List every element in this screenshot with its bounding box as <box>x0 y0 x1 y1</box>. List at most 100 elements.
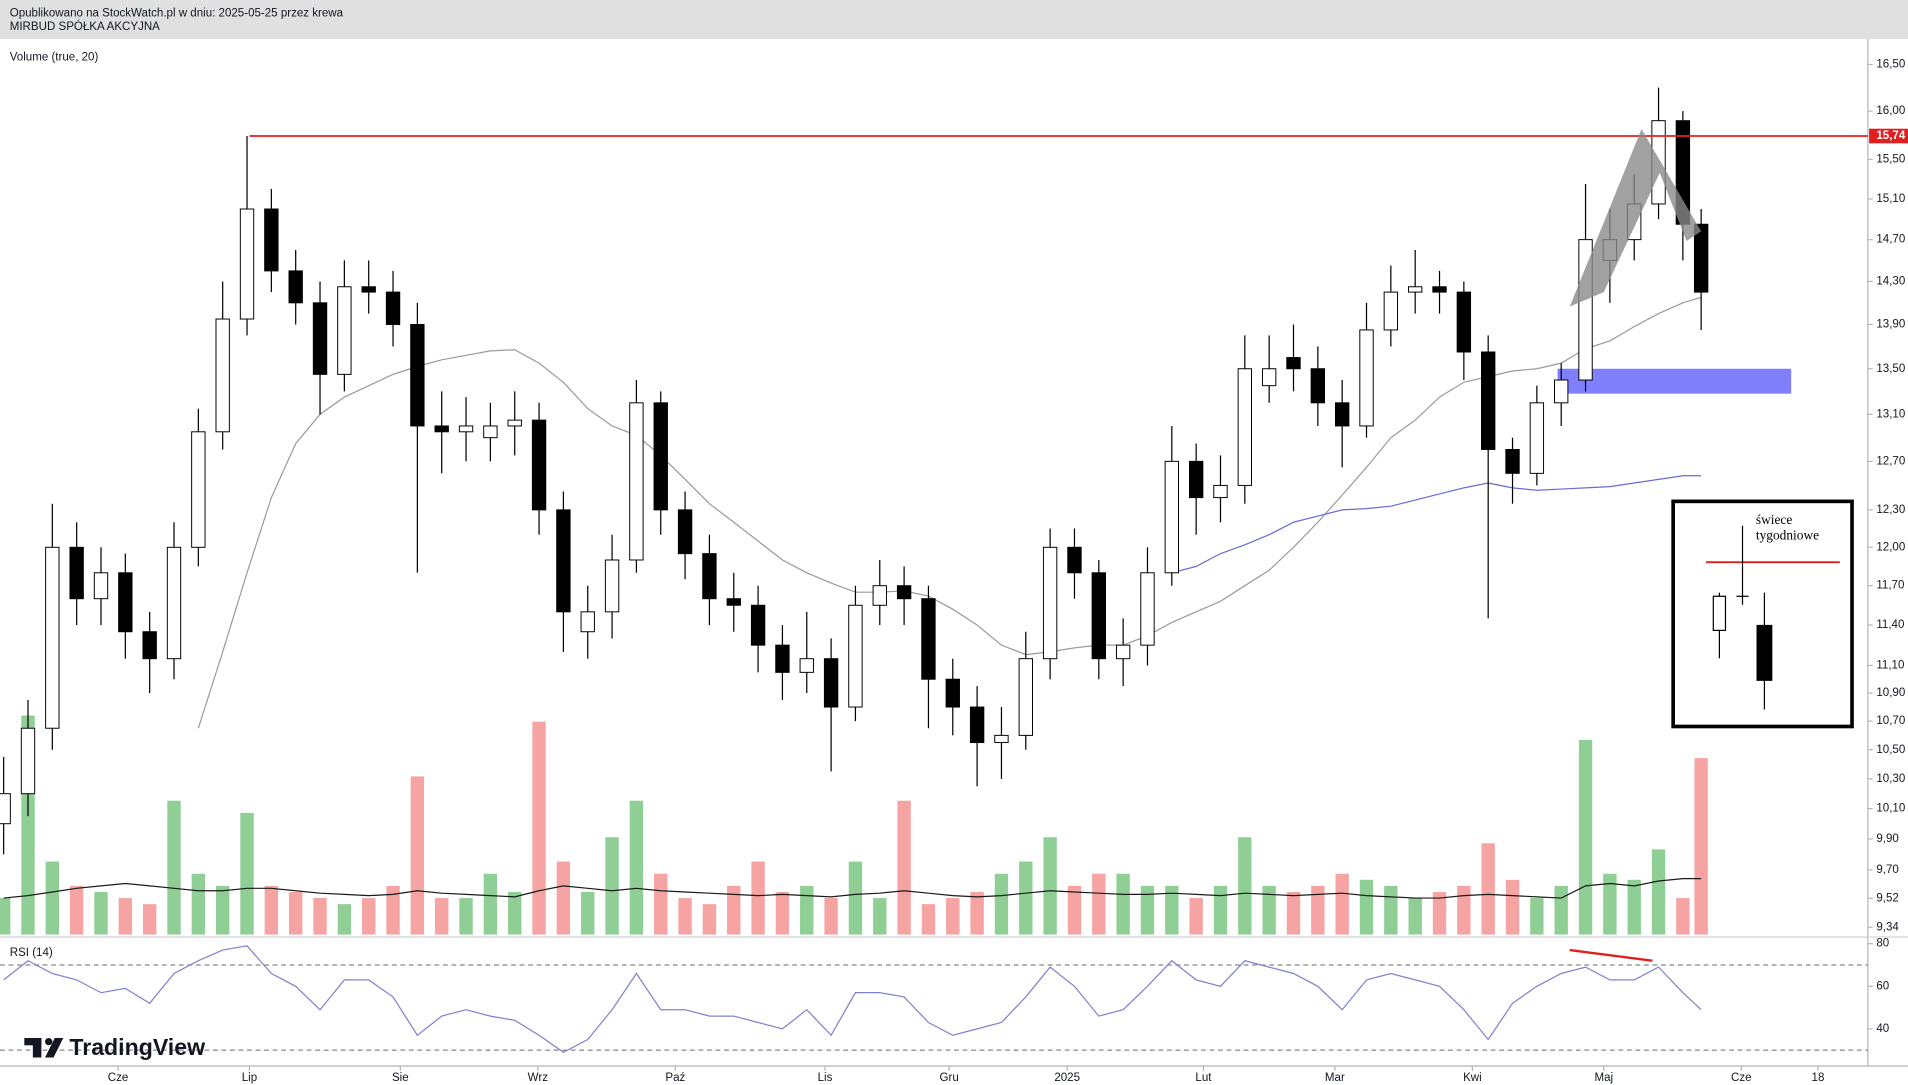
volume-bar <box>921 904 936 935</box>
volume-bar <box>1457 885 1471 935</box>
candle-body <box>1554 379 1569 404</box>
volume-bar <box>629 800 644 935</box>
y-tick-label: 12,30 <box>1876 504 1905 516</box>
inset-text: świece <box>1756 512 1792 527</box>
volume-bar <box>751 861 765 935</box>
candle-body <box>1456 291 1472 353</box>
candle-body <box>994 734 1009 744</box>
candle-body <box>1237 368 1253 486</box>
volume-bar <box>288 891 303 935</box>
x-tick-label: Cze <box>1731 1072 1752 1084</box>
candle-body <box>142 631 157 660</box>
candle-body <box>288 270 303 304</box>
x-tick-label: 18 <box>1812 1072 1825 1084</box>
x-tick-label: Lut <box>1195 1072 1212 1084</box>
candle-body <box>239 208 255 320</box>
candle-body <box>361 286 376 293</box>
candle-body <box>118 572 133 633</box>
candle-body <box>483 425 498 439</box>
candle-body <box>434 425 449 433</box>
y-tick-label: 12,70 <box>1876 455 1905 467</box>
volume-bar <box>1505 879 1520 935</box>
wedge-pattern <box>1569 129 1702 307</box>
volume-bar <box>800 885 814 935</box>
candle-body <box>1334 402 1350 427</box>
volume-bar <box>313 898 327 935</box>
y-tick-label: 13,10 <box>1876 408 1905 420</box>
volume-bar <box>1694 758 1708 935</box>
volume-ma <box>3 877 1702 899</box>
inset-candle <box>1712 595 1727 631</box>
volume-bar <box>824 898 838 935</box>
volume-bar <box>1384 885 1398 935</box>
y-tick-label: 12,00 <box>1876 541 1905 553</box>
y-tick-label: 9,70 <box>1876 864 1898 876</box>
y-tick-label: 11,10 <box>1876 660 1904 672</box>
volume-bar <box>897 800 911 935</box>
candle-body <box>848 604 863 708</box>
volume-bar <box>508 891 522 935</box>
candle-body <box>1505 448 1520 474</box>
candle-body <box>629 402 644 561</box>
volume-bar <box>1116 873 1130 935</box>
candle-body <box>604 559 620 613</box>
candle-body <box>1408 286 1423 293</box>
x-tick-label: Maj <box>1594 1072 1613 1084</box>
volume-bar <box>1481 843 1495 935</box>
volume-bar <box>94 891 108 935</box>
inset-box <box>1671 499 1854 729</box>
candle-body <box>799 658 814 673</box>
volume-bar <box>605 837 619 935</box>
volume-bar <box>1311 885 1325 935</box>
volume-bar <box>1140 885 1155 935</box>
volume-bar <box>727 885 741 935</box>
x-tick-label: Wrz <box>528 1072 549 1084</box>
candle-body <box>166 546 182 660</box>
volume-bar <box>483 873 498 935</box>
candle-body <box>823 658 839 708</box>
volume-bar <box>435 898 449 935</box>
moving-average <box>197 296 1702 729</box>
volume-bar <box>1019 861 1033 935</box>
candle-body <box>1383 291 1399 331</box>
candle-body <box>556 509 571 613</box>
volume-bar <box>1627 879 1641 935</box>
candle-body <box>750 604 766 646</box>
rsi-divergence <box>1569 948 1653 962</box>
candle-body <box>1067 546 1082 574</box>
candle-body <box>1481 351 1496 450</box>
volume-bar <box>118 898 133 935</box>
candle-body <box>921 598 936 680</box>
candle-body <box>872 585 887 606</box>
volume-bar <box>1262 885 1276 935</box>
candle-body <box>69 546 84 600</box>
volume-bar <box>215 885 230 935</box>
volume-bar <box>1432 891 1447 935</box>
volume-bar <box>1530 898 1544 935</box>
candle-body <box>677 509 693 555</box>
candle-body <box>945 678 960 708</box>
candle-body <box>312 302 328 375</box>
volume-bar <box>1165 885 1179 935</box>
y-tick-label: 10,10 <box>1876 803 1905 815</box>
y-tick-label: 14,70 <box>1876 234 1905 246</box>
volume-bar <box>1408 898 1422 935</box>
candle-body <box>337 286 352 375</box>
candle-body <box>410 323 425 427</box>
x-tick-label: Sie <box>392 1072 409 1084</box>
candle-body <box>1018 658 1033 736</box>
candle-body <box>191 431 206 548</box>
candle-body <box>20 727 36 795</box>
candle-body <box>264 208 279 272</box>
y-tick-label: 10,30 <box>1876 773 1905 785</box>
candle-body <box>1115 644 1131 660</box>
candle-body <box>969 706 985 744</box>
logo-text: TradingView <box>69 1034 206 1060</box>
candle-body <box>385 291 401 325</box>
volume-bar <box>1092 873 1106 935</box>
x-tick-label: Paź <box>665 1072 685 1084</box>
header-bar <box>0 0 1908 39</box>
candle-body <box>726 598 741 606</box>
